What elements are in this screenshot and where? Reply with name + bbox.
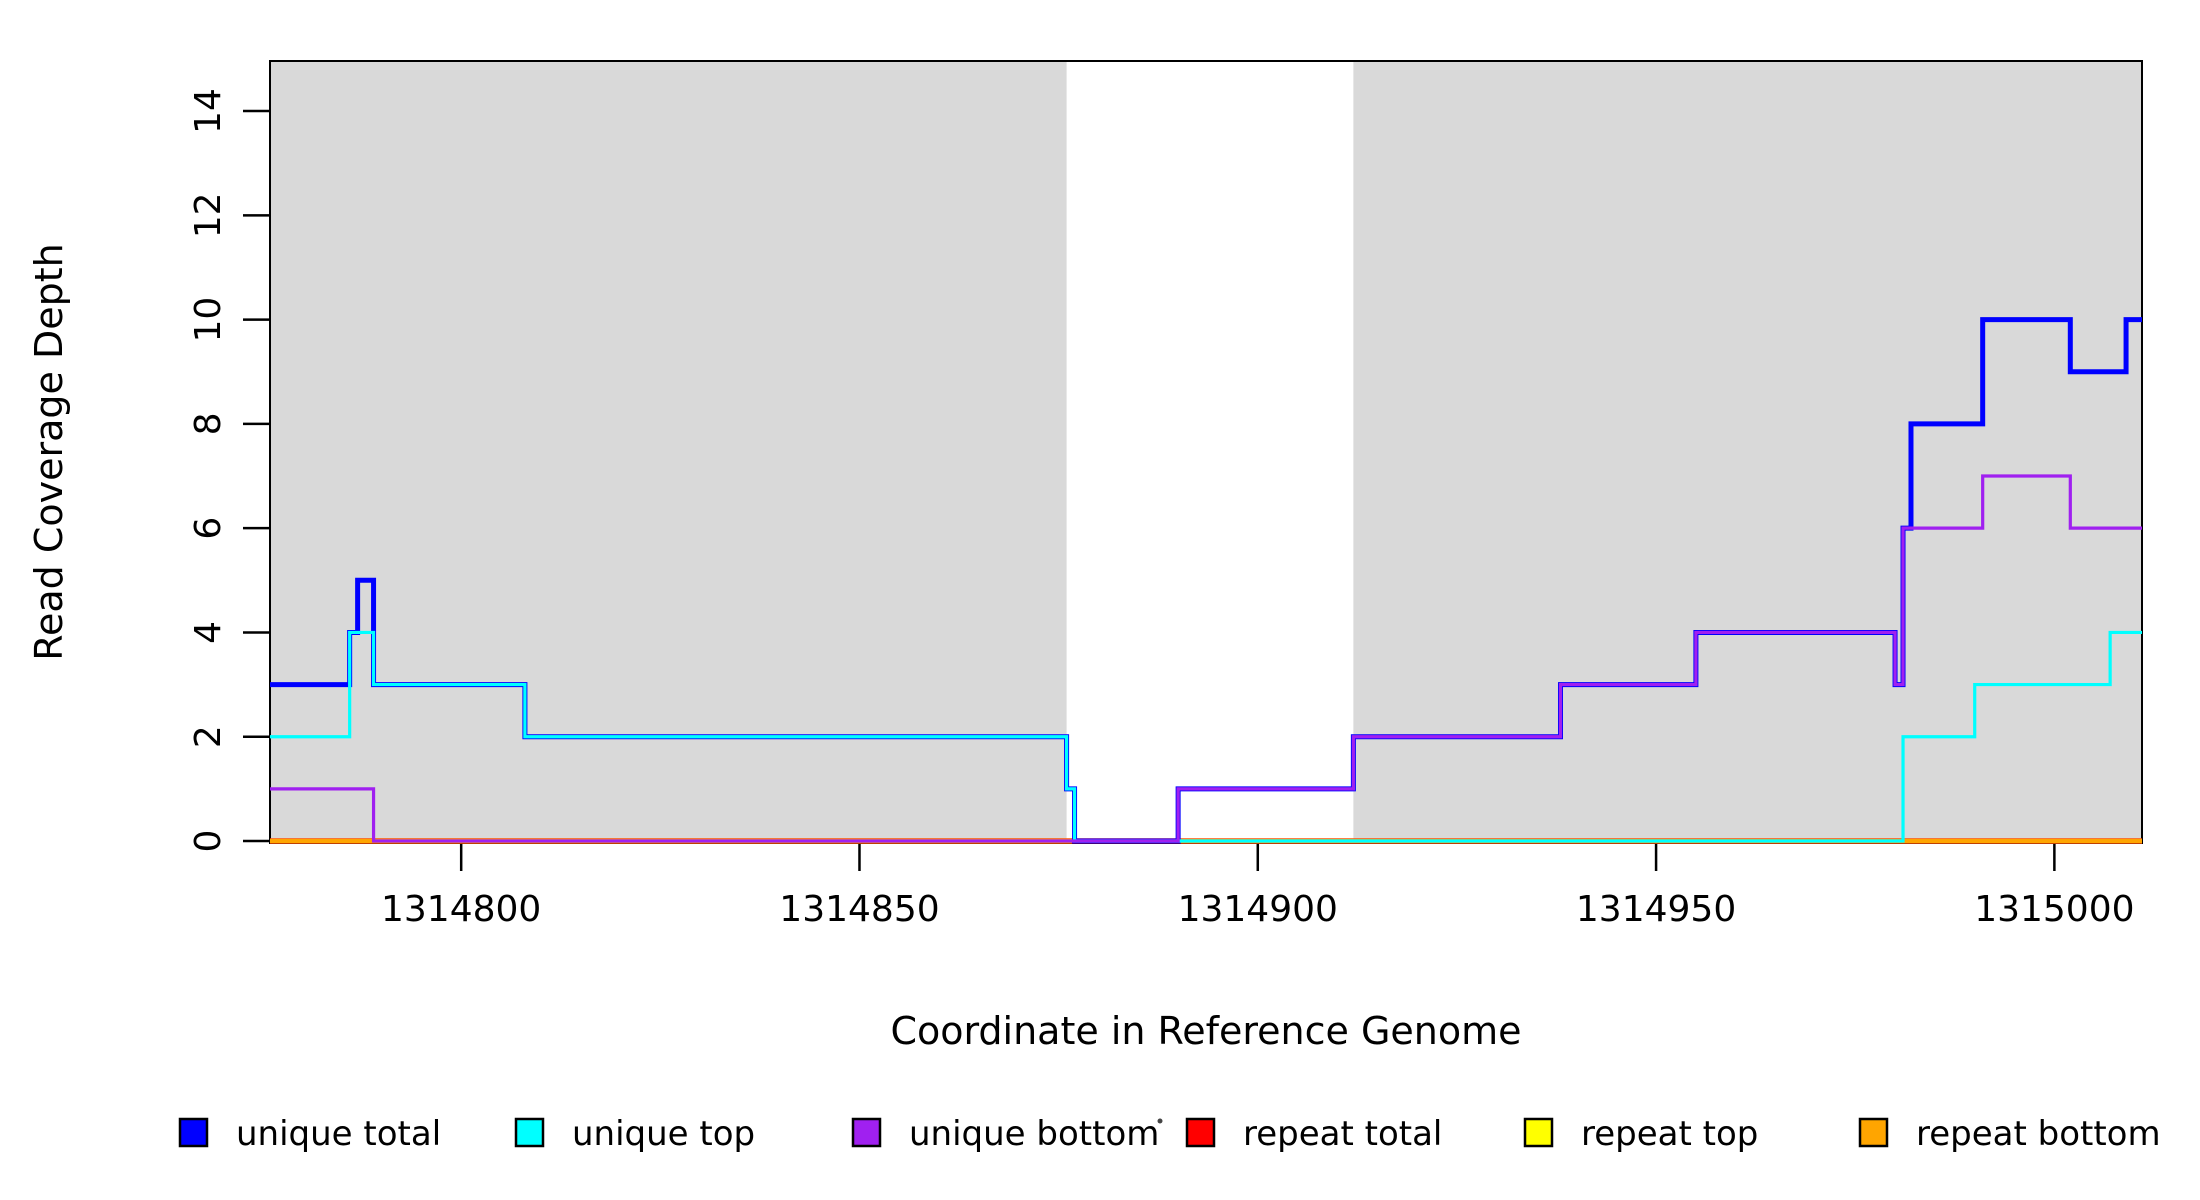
legend-swatch-repeat-total: [1185, 1117, 1216, 1148]
legend-swatch-unique-total: [178, 1117, 209, 1148]
y-axis: 0 2 4 6 8 10 12 14: [188, 88, 270, 852]
legend-label-repeat-bottom: repeat bottom: [1916, 1114, 2161, 1154]
series-line-unique-top: [270, 630, 2142, 843]
x-axis: 1314800 1314850 1314900 1314950 1315000: [381, 843, 2135, 930]
shaded-region: [1353, 61, 2142, 843]
x-tick-label: 1314800: [381, 889, 541, 930]
y-tick-label: 4: [188, 621, 229, 644]
y-tick-label: 6: [188, 517, 229, 540]
stray-mark: [1157, 1118, 1163, 1124]
legend-swatch-unique-bottom: [851, 1117, 882, 1148]
y-tick-label: 0: [188, 830, 229, 853]
legend-label-unique-top: unique top: [572, 1114, 755, 1154]
series-lines: [270, 317, 2142, 844]
y-tick-label: 12: [188, 192, 229, 238]
legend-label-repeat-total: repeat total: [1243, 1114, 1442, 1154]
legend-swatch-unique-top: [514, 1117, 545, 1148]
y-tick-label: 14: [188, 88, 229, 134]
legend-swatch-repeat-top: [1523, 1117, 1554, 1148]
shaded-region: [270, 61, 1067, 843]
x-tick-label: 1315000: [1974, 889, 2134, 930]
y-tick-label: 8: [188, 412, 229, 435]
y-tick-label: 10: [188, 297, 229, 343]
x-tick-label: 1314950: [1576, 889, 1736, 930]
x-tick-label: 1314850: [779, 889, 939, 930]
shaded-regions: [270, 61, 2142, 843]
legend-label-repeat-top: repeat top: [1581, 1114, 1758, 1154]
y-tick-label: 2: [188, 725, 229, 748]
legend: unique total unique top unique bottom repea…: [178, 1114, 2161, 1154]
legend-label-unique-total: unique total: [236, 1114, 441, 1154]
series-line-unique-bottom: [270, 474, 2142, 843]
legend-swatch-repeat-bottom: [1858, 1117, 1889, 1148]
y-axis-title: Read Coverage Depth: [27, 243, 71, 660]
x-tick-label: 1314900: [1178, 889, 1338, 930]
legend-label-unique-bottom: unique bottom: [909, 1114, 1159, 1154]
x-axis-title: Coordinate in Reference Genome: [890, 1009, 1521, 1053]
